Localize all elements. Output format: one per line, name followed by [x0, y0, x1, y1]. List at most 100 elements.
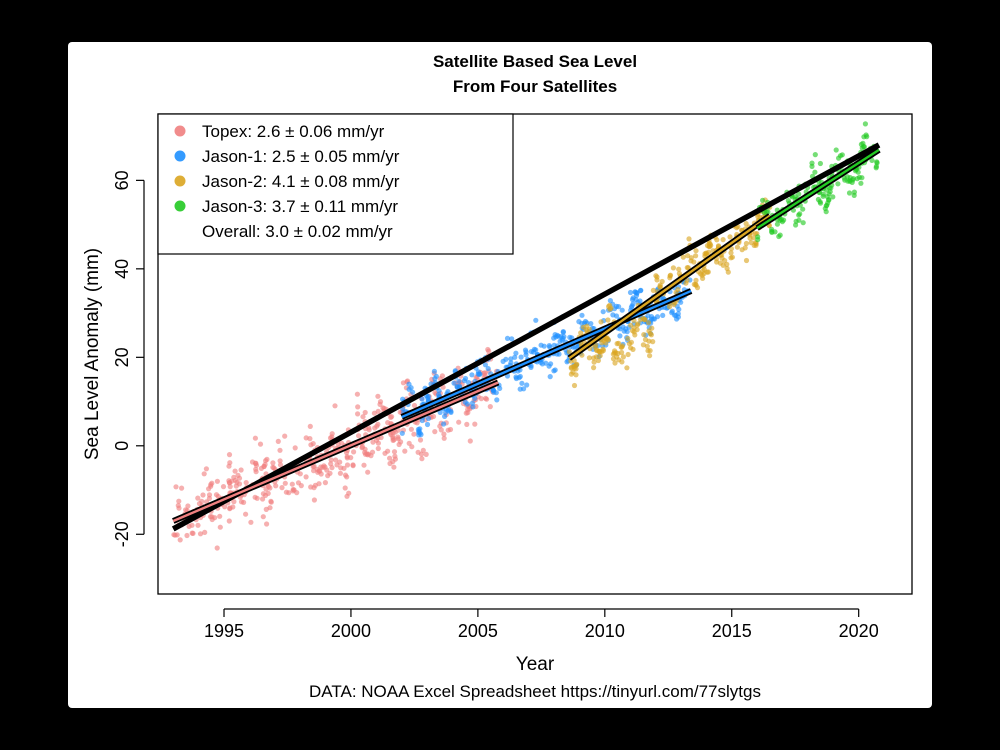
- data-point-topex: [483, 395, 489, 401]
- y-tick-label: 60: [112, 170, 132, 190]
- data-point-topex: [311, 468, 317, 474]
- data-point-topex: [220, 484, 227, 490]
- data-point-jason-1: [494, 397, 500, 403]
- data-point-topex: [478, 396, 484, 402]
- data-point-jason-2: [707, 241, 713, 247]
- data-point-jason-2: [667, 275, 673, 281]
- data-point-jason-1: [456, 378, 462, 384]
- data-point-topex: [419, 456, 425, 462]
- data-point-jason-1: [500, 358, 506, 364]
- data-point-jason-1: [538, 359, 544, 365]
- trend-line-topex: [172, 381, 499, 523]
- data-point-topex: [372, 425, 378, 431]
- data-point-topex: [266, 483, 272, 490]
- data-point-jason-3: [777, 232, 783, 238]
- data-point-topex: [252, 435, 258, 441]
- data-point-jason-3: [769, 226, 775, 232]
- data-point-topex: [282, 433, 288, 439]
- legend-marker-3: [174, 200, 186, 212]
- trend-lines: [171, 142, 881, 532]
- data-point-topex: [388, 414, 394, 420]
- data-point-jason-1: [619, 307, 625, 313]
- data-point-jason-1: [633, 292, 640, 299]
- data-point-topex: [375, 393, 381, 399]
- data-point-jason-1: [424, 421, 431, 428]
- data-point-topex: [355, 404, 361, 410]
- data-point-jason-3: [774, 221, 781, 227]
- data-point-topex: [289, 481, 295, 487]
- data-point-jason-2: [615, 350, 621, 357]
- data-point-jason-2: [743, 257, 750, 264]
- data-point-jason-2: [630, 346, 636, 352]
- data-point-topex: [270, 460, 276, 466]
- data-point-topex: [408, 426, 414, 432]
- data-point-topex: [481, 370, 487, 376]
- data-point-jason-2: [642, 316, 648, 322]
- data-point-jason-1: [419, 417, 425, 424]
- data-point-jason-1: [425, 415, 432, 422]
- data-point-jason-2: [680, 254, 686, 260]
- data-point-jason-2: [610, 351, 617, 357]
- data-point-jason-2: [641, 332, 647, 338]
- legend-box: [157, 113, 514, 255]
- data-point-jason-1: [442, 413, 448, 419]
- data-point-jason-2: [647, 353, 653, 359]
- data-point-topex: [231, 499, 237, 505]
- data-point-jason-2: [616, 340, 622, 346]
- data-point-jason-1: [454, 384, 460, 390]
- data-point-topex: [277, 458, 283, 464]
- data-point-jason-2: [628, 339, 635, 345]
- data-point-topex: [354, 391, 360, 397]
- data-point-topex: [346, 490, 352, 496]
- y-tick-label: 0: [112, 441, 132, 451]
- data-point-topex: [303, 474, 309, 480]
- data-point-topex: [338, 465, 344, 471]
- data-point-topex: [243, 480, 249, 486]
- data-point-jason-3: [869, 157, 875, 163]
- plot-frame: [157, 113, 913, 595]
- data-point-jason-3: [826, 191, 832, 197]
- data-point-jason-2: [603, 335, 609, 341]
- data-point-topex: [275, 438, 281, 444]
- data-point-jason-2: [684, 265, 690, 271]
- data-point-topex: [387, 455, 393, 461]
- data-point-jason-1: [406, 381, 412, 387]
- data-point-jason-2: [650, 287, 657, 293]
- data-point-topex: [277, 447, 283, 453]
- data-point-topex: [362, 409, 368, 416]
- data-point-topex: [264, 521, 270, 527]
- data-point-topex: [253, 462, 260, 468]
- data-point-jason-2: [693, 248, 699, 254]
- data-point-topex: [307, 423, 313, 429]
- data-point-jason-3: [862, 121, 869, 127]
- data-point-jason-2: [578, 330, 584, 336]
- data-point-jason-2: [675, 286, 681, 293]
- data-point-jason-2: [571, 382, 578, 389]
- data-point-jason-2: [625, 351, 631, 358]
- data-point-jason-1: [524, 382, 530, 388]
- data-point-jason-1: [415, 426, 421, 433]
- data-point-jason-2: [728, 250, 734, 256]
- data-point-jason-3: [859, 175, 865, 181]
- data-point-jason-3: [755, 234, 761, 240]
- data-point-jason-2: [620, 354, 627, 360]
- data-point-topex: [303, 435, 309, 441]
- data-point-topex: [417, 437, 424, 443]
- data-point-jason-1: [470, 404, 476, 410]
- data-point-jason-2: [653, 273, 659, 279]
- data-source-caption: DATA: NOAA Excel Spreadsheet https://tin…: [309, 682, 761, 701]
- data-point-topex: [206, 492, 213, 498]
- data-point-jason-2: [729, 254, 736, 260]
- data-point-jason-2: [598, 319, 604, 325]
- data-point-jason-3: [837, 153, 844, 159]
- data-point-jason-1: [638, 287, 644, 293]
- data-point-topex: [195, 522, 201, 528]
- data-point-topex: [311, 485, 317, 491]
- data-point-jason-2: [734, 225, 740, 231]
- overall-trend-line: [171, 142, 881, 532]
- data-point-jason-1: [519, 380, 525, 386]
- data-point-jason-1: [462, 399, 468, 405]
- data-point-topex: [176, 498, 182, 504]
- x-tick-label: 2015: [712, 621, 752, 641]
